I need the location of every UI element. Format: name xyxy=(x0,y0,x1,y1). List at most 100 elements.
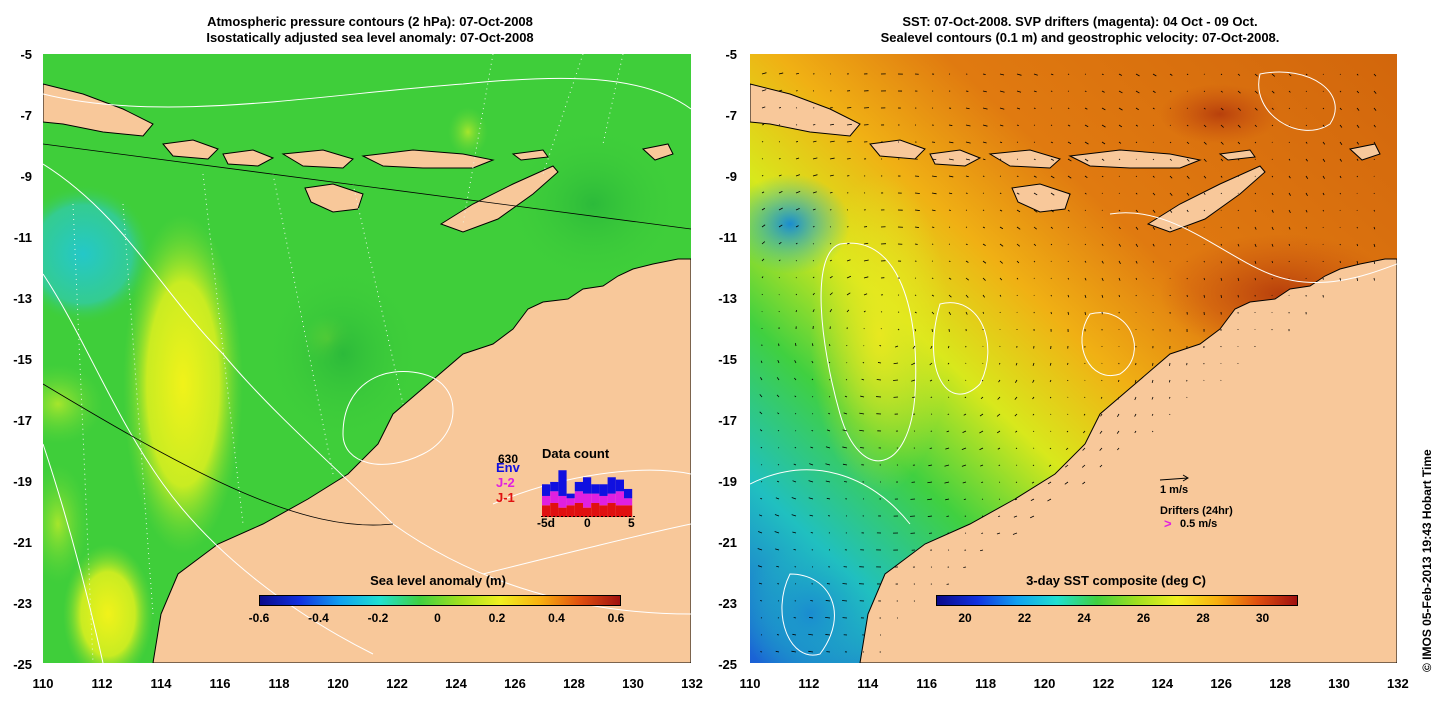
velocity-arrow xyxy=(948,277,952,280)
velocity-arrow xyxy=(912,345,916,349)
velocity-arrow xyxy=(1067,175,1072,179)
left-y-tick: -19 xyxy=(13,474,32,489)
velocity-arrow xyxy=(1084,90,1087,93)
velocity-arrow xyxy=(1237,243,1240,247)
velocity-arrow xyxy=(997,447,1001,450)
velocity-arrow xyxy=(1135,73,1140,77)
velocity-arrow xyxy=(1356,277,1358,282)
velocity-arrow xyxy=(776,480,780,483)
velocity-arrow xyxy=(1373,107,1377,111)
velocity-arrow xyxy=(1254,243,1257,248)
velocity-arrow xyxy=(825,616,831,619)
velocity-arrow xyxy=(1101,107,1106,111)
velocity-arrow xyxy=(965,141,971,144)
velocity-arrow xyxy=(760,497,763,500)
velocity-arrow xyxy=(999,260,1003,264)
velocity-arrow xyxy=(981,379,984,382)
velocity-arrow xyxy=(1099,464,1103,468)
velocity-arrow xyxy=(1339,90,1342,93)
velocity-arrow xyxy=(1169,243,1172,246)
left-x-tick: 124 xyxy=(445,676,467,691)
velocity-arrow xyxy=(774,531,780,534)
velocity-arrow xyxy=(1050,141,1054,144)
velocity-arrow xyxy=(1288,192,1291,196)
velocity-arrow xyxy=(795,260,797,262)
velocity-arrow xyxy=(948,294,952,298)
velocity-arrow xyxy=(811,343,814,347)
count-bar-j2 xyxy=(542,495,551,506)
velocity-arrow xyxy=(1033,209,1038,213)
count-bar-j2 xyxy=(550,491,559,503)
velocity-arrow xyxy=(1012,532,1018,535)
velocity-arrow xyxy=(1030,498,1035,501)
velocity-arrow xyxy=(1152,175,1155,178)
velocity-arrow xyxy=(1288,209,1291,214)
velocity-arrow xyxy=(1356,90,1360,94)
velocity-arrow xyxy=(1186,73,1189,76)
velocity-arrow xyxy=(1050,209,1054,213)
count-xlabel-right: 5 xyxy=(628,516,635,530)
velocity-arrow xyxy=(1373,226,1376,230)
velocity-arrow xyxy=(761,89,767,92)
data-count-bars xyxy=(541,470,636,517)
velocity-arrow xyxy=(1152,107,1155,110)
velocity-arrow xyxy=(778,259,781,262)
velocity-arrow xyxy=(759,394,763,398)
velocity-arrow xyxy=(1203,294,1205,298)
velocity-arrow xyxy=(947,379,950,381)
velocity-arrow xyxy=(1305,141,1308,144)
velocity-arrow xyxy=(1118,158,1121,161)
velocity-arrow xyxy=(931,328,933,332)
right-x-tick: 116 xyxy=(916,676,938,691)
velocity-arrow xyxy=(1305,209,1308,213)
count-bar-j2 xyxy=(591,493,600,503)
velocity-arrow xyxy=(931,192,937,195)
velocity-arrow xyxy=(1084,175,1088,179)
velocity-arrow xyxy=(1118,73,1123,76)
left-colorbar xyxy=(259,595,621,606)
velocity-arrow xyxy=(1101,294,1104,298)
velocity-arrow xyxy=(1065,464,1069,468)
velocity-arrow xyxy=(965,277,969,281)
velocity-arrow xyxy=(1118,175,1120,177)
velocity-arrow xyxy=(776,394,780,398)
velocity-arrow xyxy=(877,362,882,364)
velocity-arrow xyxy=(846,124,852,126)
velocity-arrow xyxy=(1373,124,1376,128)
velocity-arrow xyxy=(777,359,780,364)
velocity-arrow xyxy=(1049,362,1052,366)
velocity-arrow xyxy=(1135,90,1140,94)
velocity-arrow xyxy=(808,497,814,500)
velocity-arrow xyxy=(962,430,967,433)
velocity-arrow xyxy=(1254,192,1257,195)
velocity-arrow xyxy=(879,344,882,347)
velocity-arrow xyxy=(947,413,950,415)
velocity-arrow xyxy=(1016,90,1022,93)
velocity-arrow xyxy=(1220,73,1223,76)
velocity-arrow xyxy=(980,549,984,552)
velocity-arrow xyxy=(1271,260,1274,264)
velocity-arrow xyxy=(948,141,954,144)
velocity-arrow xyxy=(965,260,969,263)
velocity-arrow xyxy=(1322,158,1326,162)
left-x-tick: 128 xyxy=(563,676,585,691)
velocity-arrow xyxy=(1118,124,1123,128)
yellow-anomaly-band xyxy=(123,214,243,554)
velocity-arrow xyxy=(1118,294,1120,298)
velocity-arrow xyxy=(1049,447,1052,450)
right-y-tick: -25 xyxy=(718,657,737,672)
velocity-arrow xyxy=(1050,243,1053,246)
velocity-arrow xyxy=(1049,379,1052,383)
left-colorbar-label: 0.4 xyxy=(548,611,565,625)
velocity-arrow xyxy=(775,548,780,551)
velocity-arrow xyxy=(1015,447,1018,450)
velocity-arrow xyxy=(1015,481,1018,483)
velocity-arrow xyxy=(1067,141,1072,145)
velocity-arrow xyxy=(1220,294,1222,299)
velocity-arrow xyxy=(982,124,988,127)
right-y-tick: -23 xyxy=(718,596,737,611)
velocity-arrow xyxy=(1118,141,1122,144)
velocity-arrow xyxy=(1203,124,1207,128)
right-y-tick: -7 xyxy=(725,108,737,123)
velocity-arrow xyxy=(862,362,865,364)
